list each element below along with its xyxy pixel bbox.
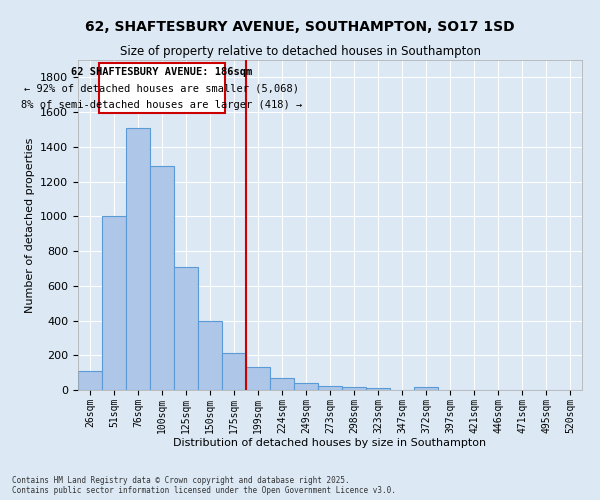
Bar <box>318 386 342 390</box>
Bar <box>246 366 270 390</box>
FancyBboxPatch shape <box>99 64 225 113</box>
Text: Size of property relative to detached houses in Southampton: Size of property relative to detached ho… <box>119 45 481 58</box>
Bar <box>150 166 174 390</box>
Bar <box>414 387 438 390</box>
X-axis label: Distribution of detached houses by size in Southampton: Distribution of detached houses by size … <box>173 438 487 448</box>
Bar <box>102 216 126 390</box>
Bar <box>174 266 198 390</box>
Bar <box>126 128 150 390</box>
Y-axis label: Number of detached properties: Number of detached properties <box>25 138 35 312</box>
Text: 62 SHAFTESBURY AVENUE: 186sqm: 62 SHAFTESBURY AVENUE: 186sqm <box>71 66 253 76</box>
Text: 62, SHAFTESBURY AVENUE, SOUTHAMPTON, SO17 1SD: 62, SHAFTESBURY AVENUE, SOUTHAMPTON, SO1… <box>85 20 515 34</box>
Bar <box>270 378 294 390</box>
Bar <box>222 352 246 390</box>
Bar <box>342 388 366 390</box>
Bar <box>78 371 102 390</box>
Bar <box>366 388 390 390</box>
Bar <box>198 320 222 390</box>
Text: ← 92% of detached houses are smaller (5,068): ← 92% of detached houses are smaller (5,… <box>25 83 299 93</box>
Text: 8% of semi-detached houses are larger (418) →: 8% of semi-detached houses are larger (4… <box>22 100 302 110</box>
Text: Contains HM Land Registry data © Crown copyright and database right 2025.
Contai: Contains HM Land Registry data © Crown c… <box>12 476 396 495</box>
Bar <box>294 384 318 390</box>
